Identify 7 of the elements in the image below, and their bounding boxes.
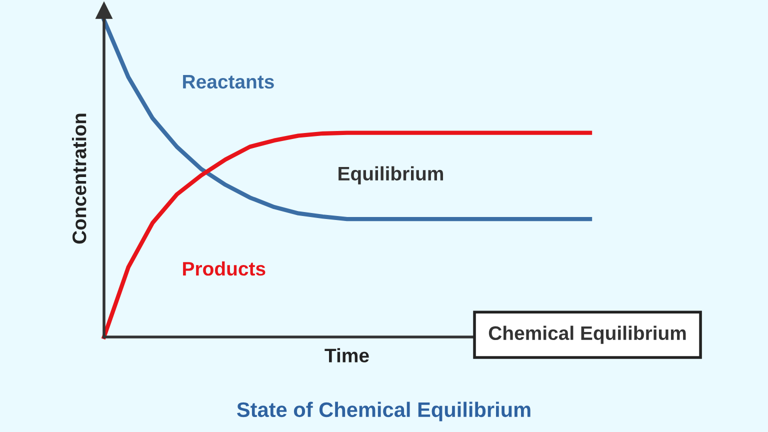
x-axis-title: Time: [324, 348, 369, 362]
text: State of Chemical Equilibrium: [237, 402, 530, 422]
text: Products: [183, 261, 266, 276]
annotation: Chemical Equilibrium: [488, 326, 686, 344]
y-axis-title: Concentration: [72, 114, 86, 244]
annotation: Equilibrium: [338, 166, 444, 184]
text: Reactants: [183, 75, 274, 89]
